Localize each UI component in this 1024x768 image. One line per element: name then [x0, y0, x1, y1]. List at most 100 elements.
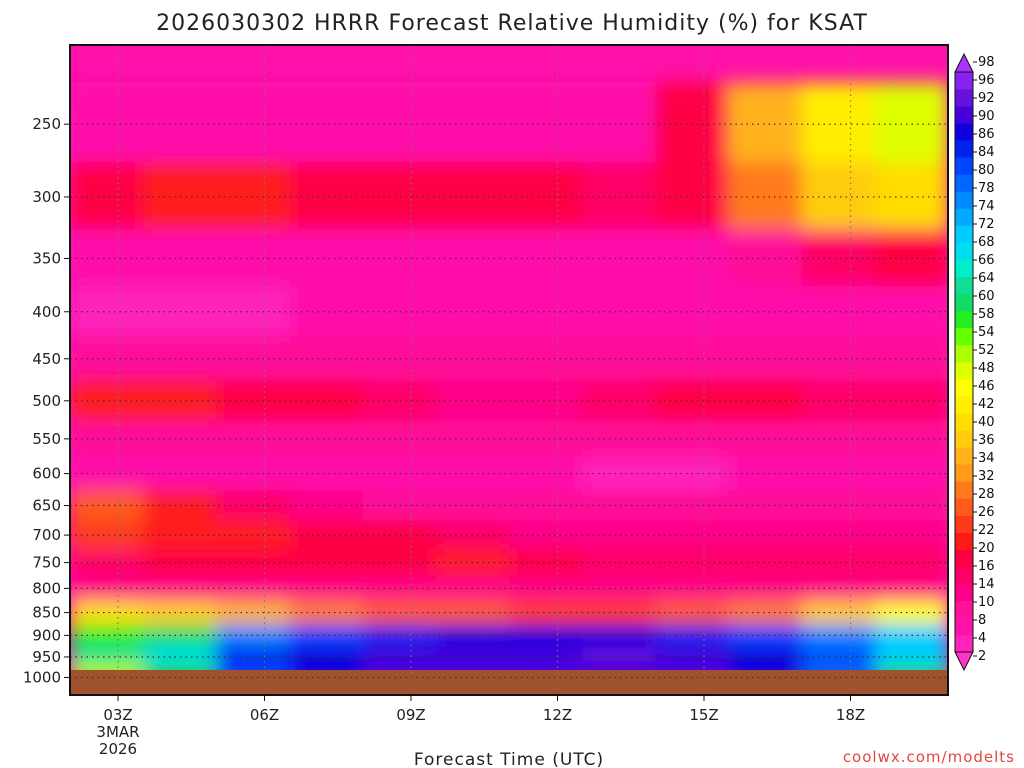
colorbar-label: 80 [978, 163, 995, 178]
field-cell [509, 646, 584, 664]
colorbar-swatch [955, 344, 973, 363]
field-cell [874, 549, 948, 577]
field-cell [509, 489, 584, 522]
field-cell [216, 82, 291, 164]
field-cell [362, 286, 437, 337]
field-cell [874, 600, 948, 626]
field-cell [216, 624, 291, 648]
field-cell [874, 420, 948, 458]
field-cell [143, 646, 218, 664]
colorbar-label: 32 [978, 469, 995, 484]
colorbar-label: 46 [978, 379, 995, 394]
field-cell [435, 646, 510, 664]
field-cell [362, 489, 437, 522]
field-cell [655, 662, 730, 670]
field-cell [728, 286, 803, 337]
field-cell [728, 336, 803, 382]
colorbar-swatch [955, 379, 973, 397]
field-cell [362, 646, 437, 664]
field-cell [728, 646, 803, 664]
colorbar-swatch [955, 259, 973, 278]
colorbar-label: 22 [978, 523, 995, 538]
field-cell [289, 336, 364, 382]
field-cell [874, 228, 948, 287]
field-cell [874, 646, 948, 664]
y-axis: 250 300 350 400 450 500 550 600 650 700 750 800 850 9… [23, 115, 70, 686]
colorbar-swatch [955, 413, 973, 431]
field-cell [582, 549, 657, 577]
colorbar-label: 42 [978, 397, 995, 412]
colorbar-swatch [955, 242, 973, 260]
y-tick-label: 250 [32, 115, 61, 133]
y-tick-label: 1000 [23, 668, 61, 686]
field-cell [801, 646, 876, 664]
field-cell [801, 380, 876, 422]
colorbar-label: 90 [978, 109, 995, 124]
colorbar-label: 10 [978, 595, 995, 610]
field-cell [874, 662, 948, 670]
colorbar-label: 34 [978, 451, 995, 466]
field-cell [435, 82, 510, 164]
colorbar-label: 54 [978, 325, 995, 340]
field-cell [509, 420, 584, 458]
colorbar-label: 74 [978, 199, 995, 214]
field-cell [216, 549, 291, 577]
field-cell [289, 646, 364, 664]
field-cell [362, 228, 437, 287]
field-cell [509, 575, 584, 602]
field-cell [362, 575, 437, 602]
field-cell [289, 520, 364, 551]
colorbar-label: 64 [978, 271, 995, 286]
field-cell [509, 456, 584, 491]
field-cell [289, 456, 364, 491]
field-cell [728, 489, 803, 522]
field-cell [801, 420, 876, 458]
field-cell [362, 420, 437, 458]
field-cell [728, 600, 803, 626]
field-cell [582, 600, 657, 626]
field-cell [801, 456, 876, 491]
colorbar-swatch [955, 157, 973, 175]
field-cell [509, 228, 584, 287]
grid-lines [70, 45, 948, 695]
y-tick-label: 750 [32, 554, 61, 572]
field-cell [801, 489, 876, 522]
field-cell [289, 489, 364, 522]
field-cell [362, 520, 437, 551]
colorbar-swatch [955, 174, 973, 192]
field-cell [655, 162, 730, 230]
field-cell [289, 624, 364, 648]
field-cell [728, 456, 803, 491]
field-cell [216, 162, 291, 230]
field-cell [289, 575, 364, 602]
field-cell [216, 336, 291, 382]
field-cell [362, 600, 437, 626]
field-cell [70, 624, 145, 648]
colorbar-swatch [955, 549, 973, 568]
field-cell [728, 624, 803, 648]
field-cell [70, 646, 145, 664]
ground-layer [70, 670, 948, 695]
field-cell [216, 286, 291, 337]
field-cell [728, 162, 803, 230]
colorbar-swatch [955, 310, 973, 329]
colorbar-label: 86 [978, 127, 995, 142]
field-cell [801, 624, 876, 648]
colorbar-label: 36 [978, 433, 995, 448]
field-cell [289, 420, 364, 458]
field-cell [874, 520, 948, 551]
field-cell [509, 600, 584, 626]
field-cell [70, 162, 145, 230]
field-cell [509, 162, 584, 230]
field-cell [582, 228, 657, 287]
field-cell [874, 489, 948, 522]
field-cell [509, 520, 584, 551]
field-cell [728, 380, 803, 422]
field-cell [728, 228, 803, 287]
y-tick-label: 700 [32, 526, 61, 544]
x-tick-label: 09Z [396, 706, 425, 724]
x-date-label: 2026 [99, 740, 137, 758]
field-cell [728, 520, 803, 551]
field-cell [582, 456, 657, 491]
colorbar-swatch [955, 430, 973, 448]
